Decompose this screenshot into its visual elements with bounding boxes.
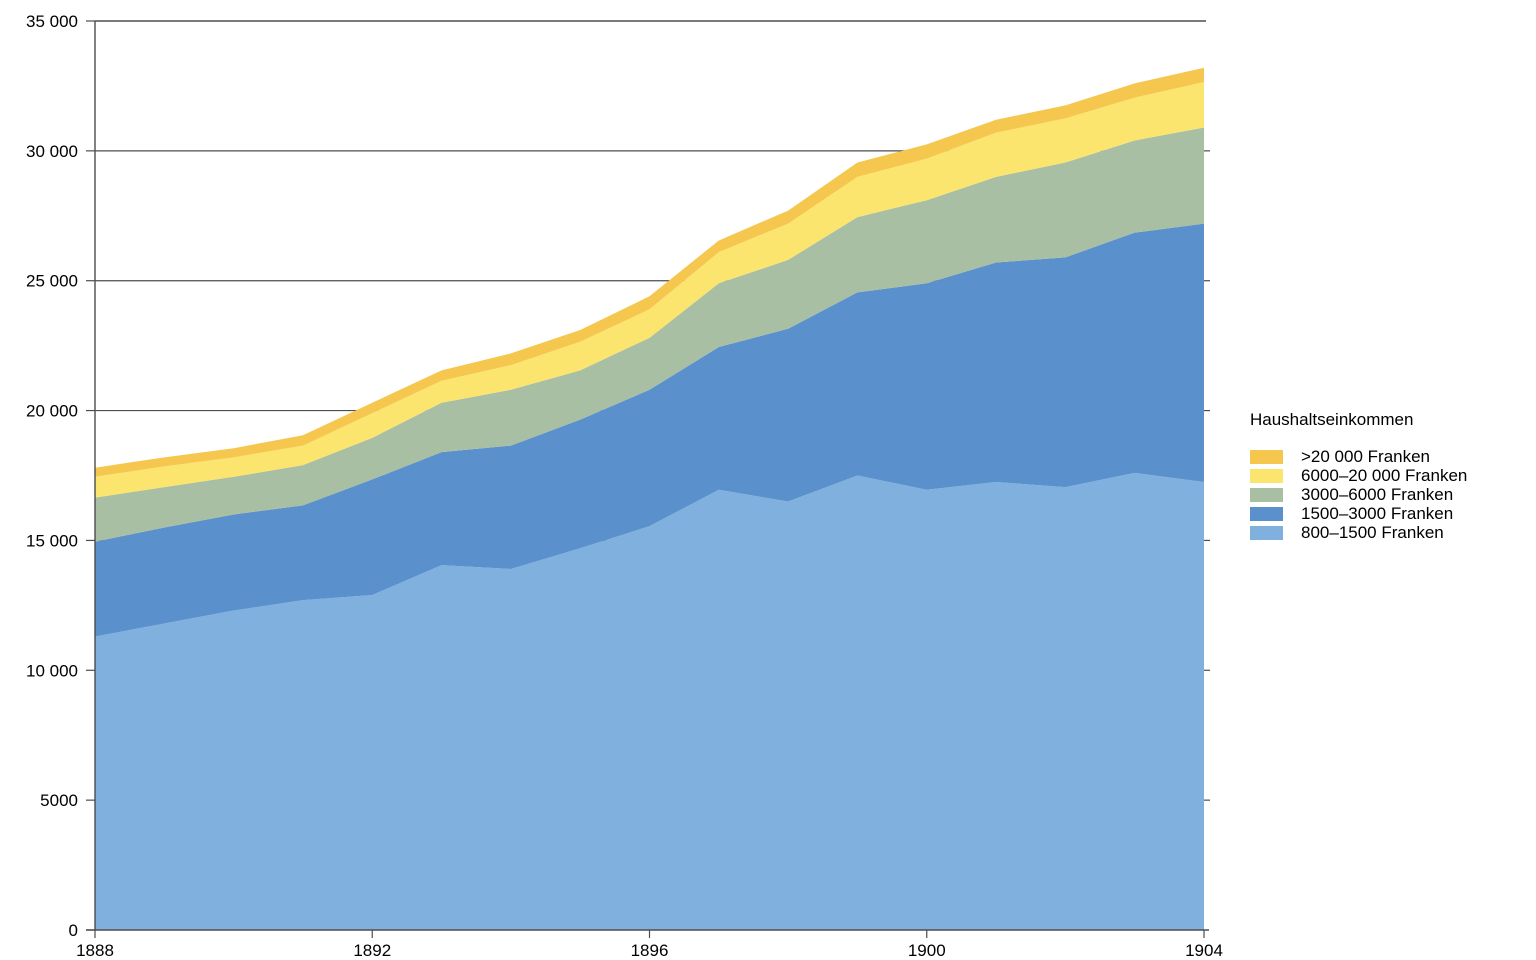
- legend-swatch: [1250, 506, 1283, 521]
- legend: Haushaltseinkommen >20 000 Franken 6000–2…: [1250, 410, 1467, 542]
- legend-item-800-1500-franken: 800–1500 Franken: [1250, 523, 1467, 542]
- legend-label: >20 000 Franken: [1301, 446, 1431, 466]
- legend-label: 3000–6000 Franken: [1301, 484, 1454, 504]
- legend-item-20-000-franken: >20 000 Franken: [1250, 447, 1467, 466]
- area-1500-3000-franken: [95, 223, 1204, 637]
- x-tick-label: 1896: [631, 941, 669, 960]
- y-tick-label: 20 000: [26, 402, 78, 421]
- y-tick-label: 5000: [40, 791, 78, 810]
- area-6000-20-000-franken: [95, 82, 1204, 498]
- legend-title: Haushaltseinkommen: [1250, 410, 1414, 429]
- y-tick-label: 15 000: [26, 531, 78, 550]
- y-tick-label: 35 000: [26, 12, 78, 31]
- legend-item-3000-6000-franken: 3000–6000 Franken: [1250, 485, 1467, 504]
- y-tick-label: 30 000: [26, 142, 78, 161]
- area-800-1500-franken: [95, 472, 1204, 930]
- x-tick-label: 1892: [353, 941, 391, 960]
- legend-swatch: [1250, 468, 1283, 483]
- legend-label: 800–1500 Franken: [1301, 522, 1444, 542]
- legend-label: 1500–3000 Franken: [1301, 503, 1454, 523]
- y-tick-label: 0: [69, 921, 78, 940]
- x-tick-label: 1900: [908, 941, 946, 960]
- legend-item-1500-3000-franken: 1500–3000 Franken: [1250, 504, 1467, 523]
- area-3000-6000-franken: [95, 127, 1204, 542]
- x-tick-label: 1904: [1185, 941, 1223, 960]
- legend-swatch: [1250, 487, 1283, 502]
- legend-swatch: [1250, 449, 1283, 464]
- legend-item-6000-20-000-franken: 6000–20 000 Franken: [1250, 466, 1467, 485]
- y-tick-label: 25 000: [26, 272, 78, 291]
- legend-items: >20 000 Franken 6000–20 000 Franken 3000–6…: [1250, 447, 1467, 542]
- legend-swatch: [1250, 525, 1283, 540]
- area-20-000-franken: [95, 67, 1204, 477]
- x-tick-label: 1888: [76, 941, 114, 960]
- legend-label: 6000–20 000 Franken: [1301, 465, 1468, 485]
- y-tick-label: 10 000: [26, 661, 78, 680]
